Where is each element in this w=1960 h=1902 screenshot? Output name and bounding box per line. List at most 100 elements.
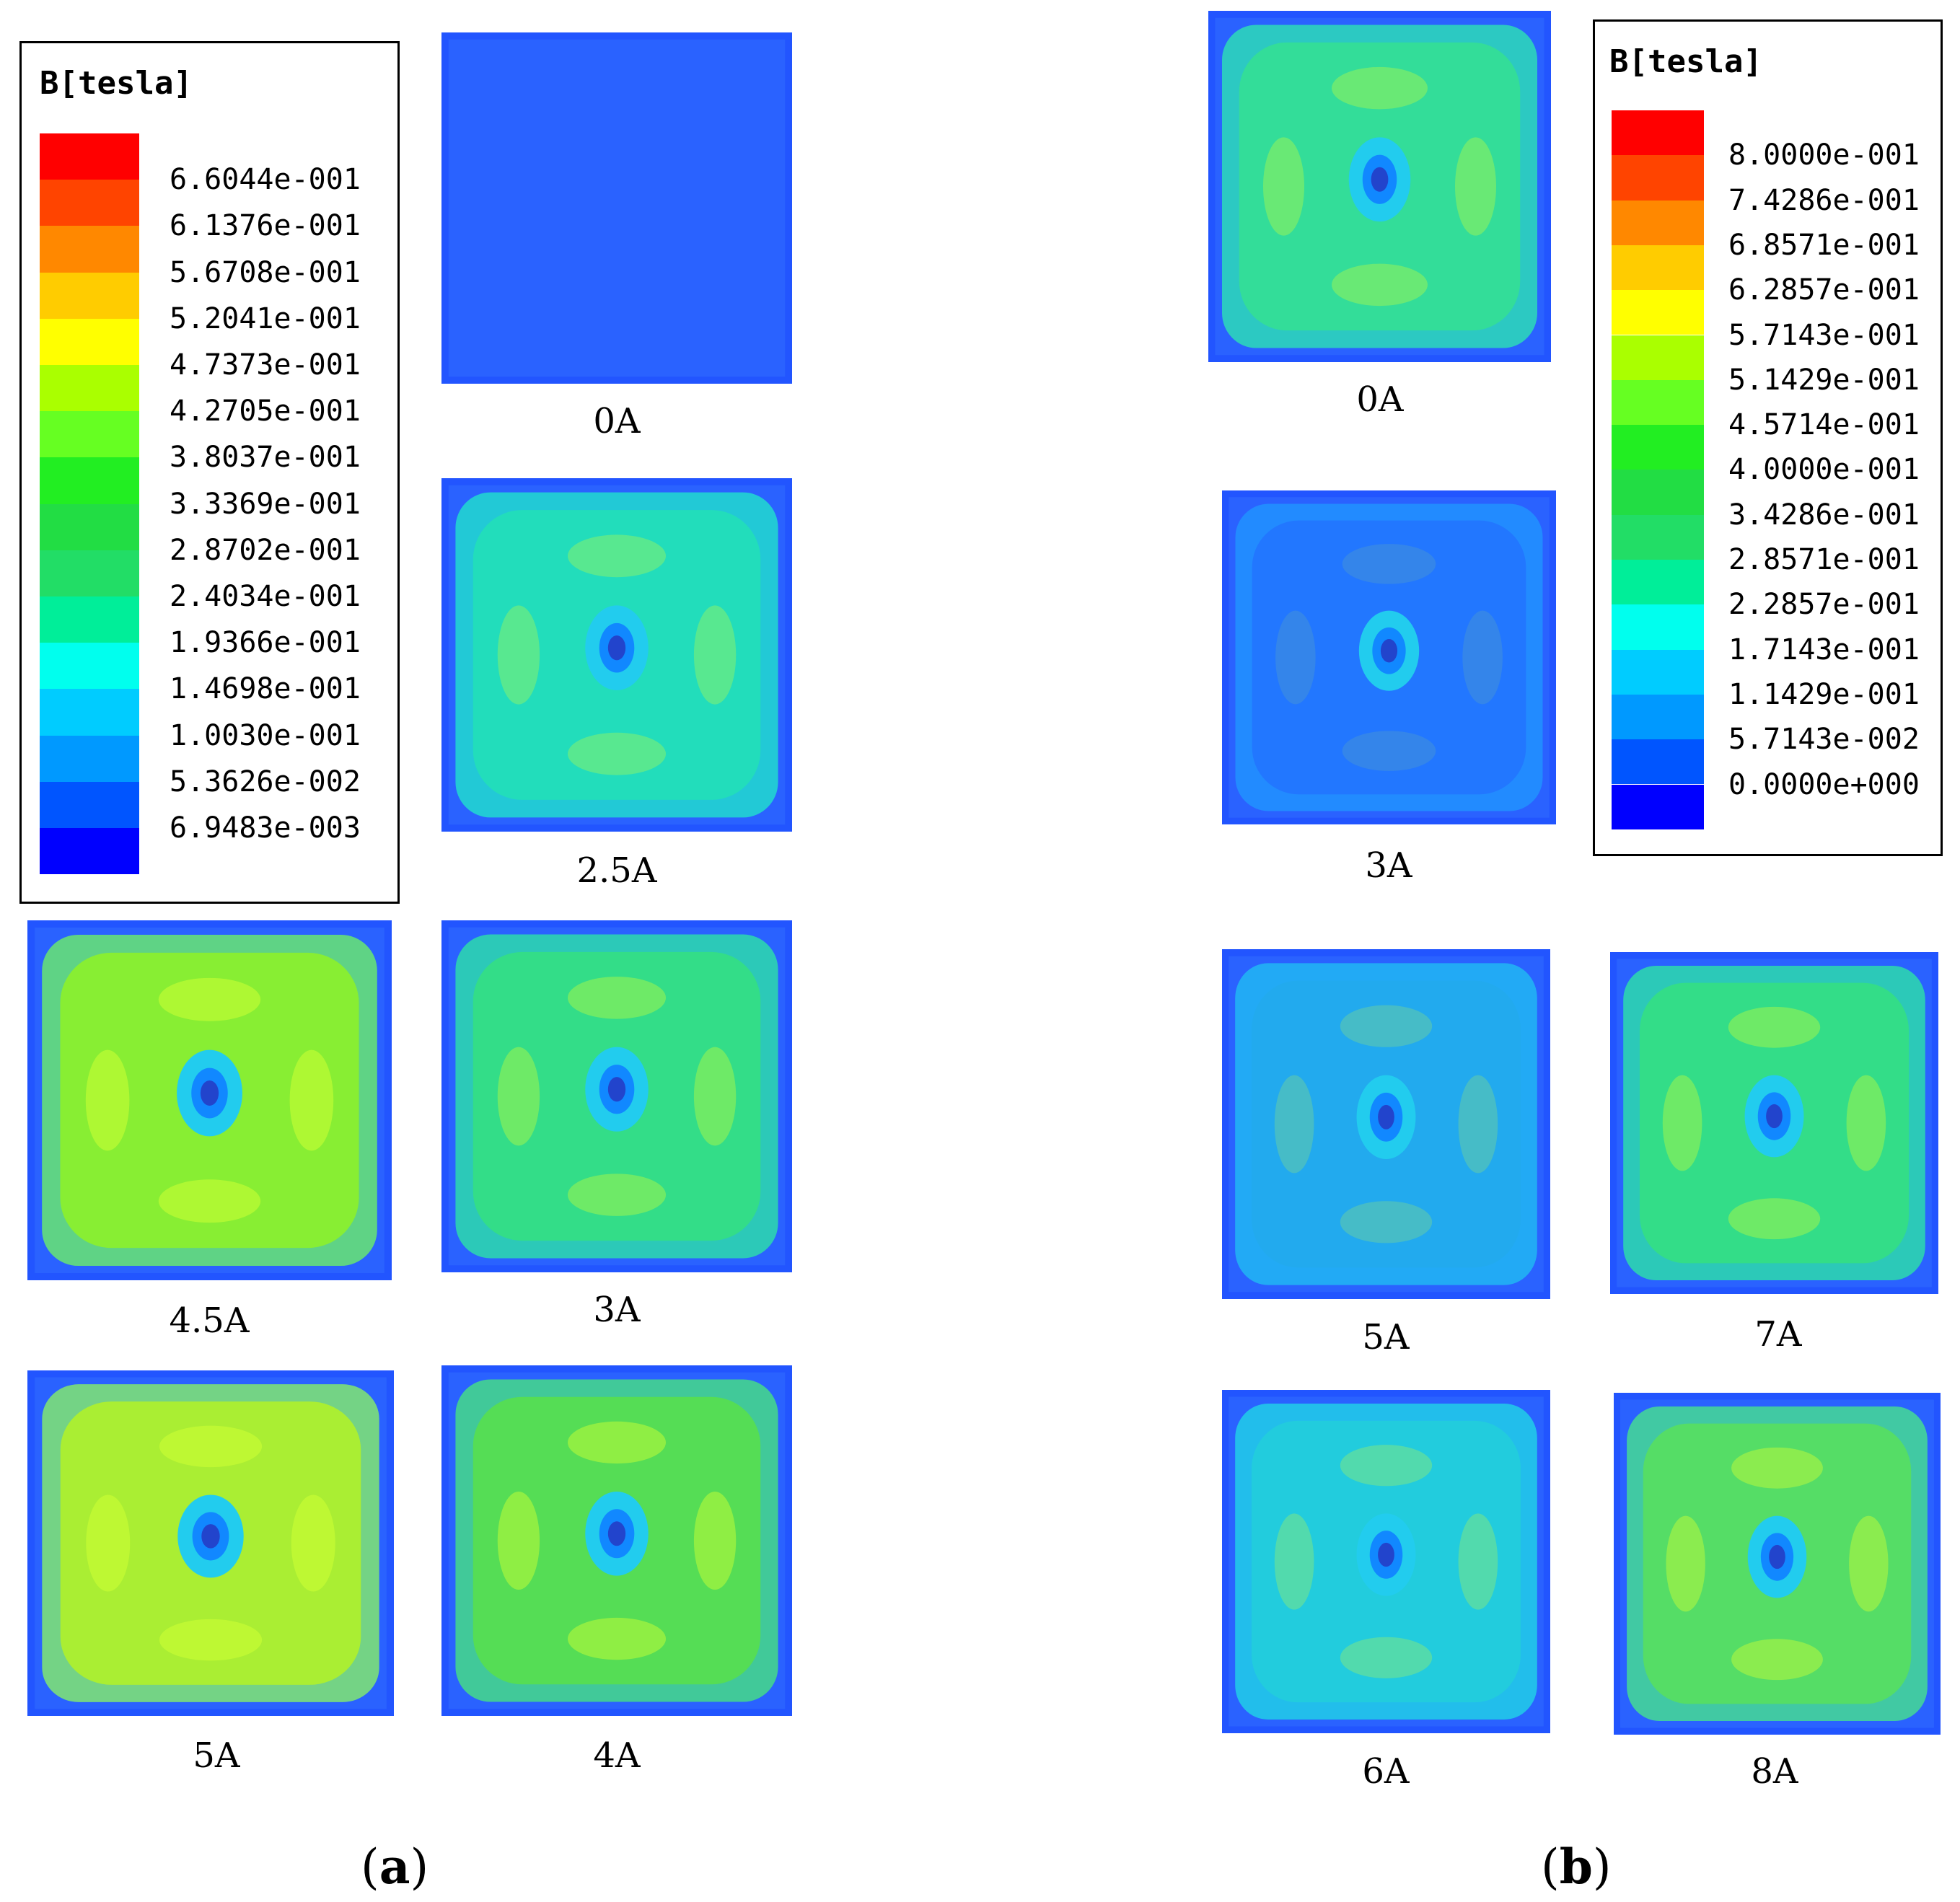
map-hotspot-top [567,534,667,578]
legend-swatch [40,457,139,504]
map-hotspot-right [693,1491,737,1590]
legend-b: B[tesla] 8.0000e-001 7.4286e-001 6.8571e-0… [1593,19,1943,856]
map-hotspot-left [497,1491,540,1590]
field-map-plot [1208,11,1551,362]
map-hotspot-bottom [567,1617,667,1660]
field-map-a-4A [441,1365,792,1716]
map-hotspot-right [1846,1075,1886,1171]
legend-swatch [1612,784,1704,829]
legend-swatch [1612,739,1704,785]
map-hotspot-bottom [567,1174,667,1216]
panel-label-a: (a) [361,1839,429,1895]
legend-swatch [1612,290,1704,335]
legend-swatch [1612,560,1704,605]
map-hotspot-left [1274,1513,1314,1610]
field-map-a-5A [27,1370,394,1716]
legend-value: 6.2857e-001 [1728,273,1920,307]
legend-swatch [40,689,139,736]
map-hotspot-top [567,977,667,1019]
map-hotspot-left [85,1049,130,1151]
field-map-plot [27,920,392,1280]
legend-swatch [40,503,139,550]
legend-swatch [1612,694,1704,740]
legend-a-title: B[tesla] [40,65,193,102]
field-map-plot [1610,952,1938,1294]
map-hotspot-right [291,1494,335,1592]
field-map-a-2.5A [441,478,792,832]
map-hotspot-bottom [1340,1201,1433,1243]
map-hotspot-right [1849,1515,1889,1612]
legend-swatch [40,365,139,412]
caption-b-6A: 6A [1362,1751,1410,1792]
legend-value: 4.0000e-001 [1728,453,1920,487]
field-map-a-4.5A [27,920,392,1280]
field-map-b-3A [1222,490,1556,824]
legend-value: 3.3369e-001 [170,487,361,521]
map-hotspot-bottom [1731,1639,1823,1681]
panel-label-b: (b) [1541,1839,1612,1895]
map-center-core [607,635,626,661]
legend-a: B[tesla] 6.6044e-001 6.1376e-001 5.6708e-0… [19,41,400,904]
legend-value: 6.1376e-001 [170,209,361,243]
map-hotspot-bottom [1728,1198,1821,1240]
map-hotspot-left [497,605,540,705]
legend-value: 6.6044e-001 [170,163,361,197]
panel-label-b-letter: b [1559,1839,1593,1895]
legend-value: 4.2705e-001 [170,395,361,428]
legend-swatch [40,828,139,875]
caption-a-3A: 3A [593,1290,641,1330]
field-map-b-0A [1208,11,1551,362]
legend-value: 5.1429e-001 [1728,363,1920,397]
map-hotspot-top [1342,544,1436,584]
legend-value: 5.3626e-002 [170,765,361,798]
legend-swatch [40,643,139,690]
caption-a-2.5A: 2.5A [576,850,657,891]
caption-b-3A: 3A [1365,845,1412,886]
map-center-core [201,1524,220,1549]
map-hotspot-left [1662,1075,1702,1171]
legend-value: 8.0000e-001 [1728,138,1920,172]
map-hotspot-right [289,1049,334,1151]
field-map-b-6A [1222,1390,1550,1733]
field-map-b-8A [1614,1393,1941,1735]
map-hotspot-top [1340,1445,1433,1487]
legend-value: 1.1429e-001 [1728,677,1920,711]
field-map-plot [1222,1390,1550,1733]
legend-swatch [40,180,139,226]
map-hotspot-top [1340,1005,1433,1047]
legend-b-title: B[tesla] [1609,43,1762,80]
legend-swatch [40,318,139,365]
legend-a-scale: 6.6044e-001 6.1376e-001 5.6708e-001 5.2041e… [22,43,397,902]
legend-b-scale: 8.0000e-001 7.4286e-001 6.8571e-001 6.2857e… [1595,22,1941,854]
legend-value: 2.4034e-001 [170,580,361,613]
legend-value: 2.8702e-001 [170,533,361,567]
legend-value: 4.5714e-001 [1728,408,1920,442]
caption-a-4A: 4A [593,1735,641,1776]
field-map-a-3A [441,920,792,1272]
map-center-core [607,1077,626,1102]
field-map-plot [441,1365,792,1716]
map-hotspot-left [1263,137,1304,236]
map-hotspot-right [1455,137,1496,236]
field-map-a-0A [441,32,792,384]
field-map-plot [27,1370,394,1716]
legend-swatch [40,411,139,458]
legend-value: 3.8037e-001 [170,441,361,475]
map-hotspot-right [693,605,737,705]
map-center-core [607,1521,626,1546]
legend-swatch [40,596,139,643]
map-hotspot-bottom [567,732,667,775]
legend-value: 4.7373e-001 [170,348,361,382]
map-center-core [200,1080,219,1106]
legend-value: 5.6708e-001 [170,255,361,289]
panel-label-a-letter: a [379,1839,410,1895]
map-center-core [1766,1104,1783,1129]
map-hotspot-left [1274,1075,1314,1174]
legend-value: 2.2857e-001 [1728,588,1920,622]
legend-value: 1.7143e-001 [1728,633,1920,666]
caption-b-7A: 7A [1754,1314,1802,1355]
field-map-plot [441,920,792,1272]
legend-value: 5.7143e-002 [1728,723,1920,757]
legend-swatch [1612,514,1704,560]
legend-value: 1.0030e-001 [170,718,361,752]
